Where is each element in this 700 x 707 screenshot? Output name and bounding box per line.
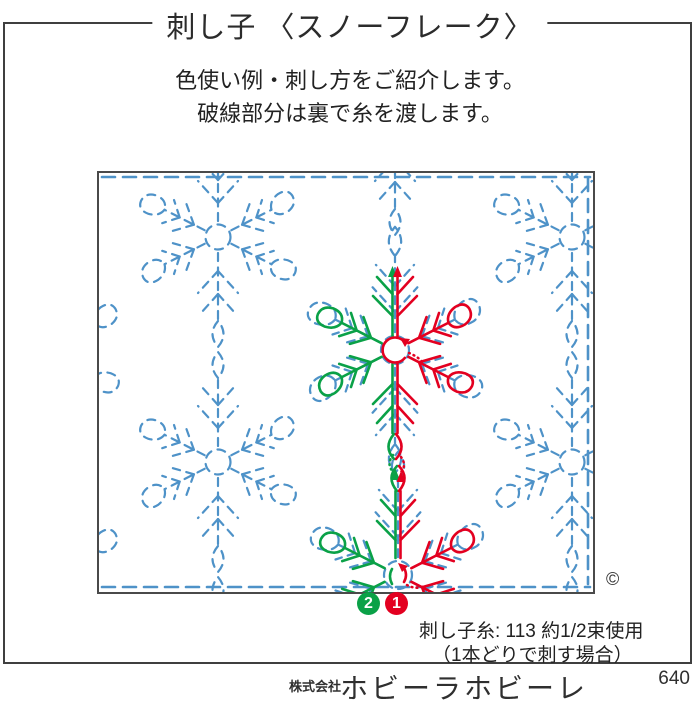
featured-snowflake-red-half [381, 266, 481, 627]
step-marker-1-number: 1 [392, 594, 401, 612]
subtitle-line-1: 色使い例・刺し方をご紹介します。 [175, 68, 525, 93]
copyright-symbol: © [606, 569, 620, 589]
red-stitch-direction-arrow [393, 266, 402, 277]
step-marker-1: 1 [385, 592, 408, 615]
step-marker-2: 2 [357, 592, 380, 615]
brand-logo-text: ホビーラホビーレ [340, 673, 589, 704]
page-title: 刺し子 〈スノーフレーク〉 [152, 4, 548, 46]
green-stitch-direction-arrow [391, 469, 400, 480]
thread-note-line-1: 刺し子糸: 113 約1/2束使用 [419, 621, 644, 642]
red-back-thread-dotted [399, 351, 426, 589]
red-stitch-direction-arrow [396, 471, 406, 482]
subtitle: 色使い例・刺し方をご紹介します。 破線部分は裏で糸を渡します。 [0, 64, 700, 130]
footer: 株式会社 ホビーラホビーレ 640 [0, 666, 700, 704]
thread-usage-note: 刺し子糸: 113 約1/2束使用 （1本どりで刺す場合） [419, 620, 644, 668]
center-ring-stitch [381, 336, 407, 364]
featured-snowflake-green-half [312, 266, 400, 627]
page-number: 640 [658, 668, 690, 689]
step-marker-2-number: 2 [364, 594, 373, 612]
subtitle-line-2: 破線部分は裏で糸を渡します。 [197, 101, 503, 126]
company-prefix: 株式会社 [289, 679, 342, 694]
diagram-frame [97, 171, 595, 594]
thread-note-line-2: （1本どりで刺す場合） [432, 645, 633, 666]
green-back-thread-dotted [388, 453, 395, 474]
snowflake-pattern-grid [0, 15, 655, 700]
